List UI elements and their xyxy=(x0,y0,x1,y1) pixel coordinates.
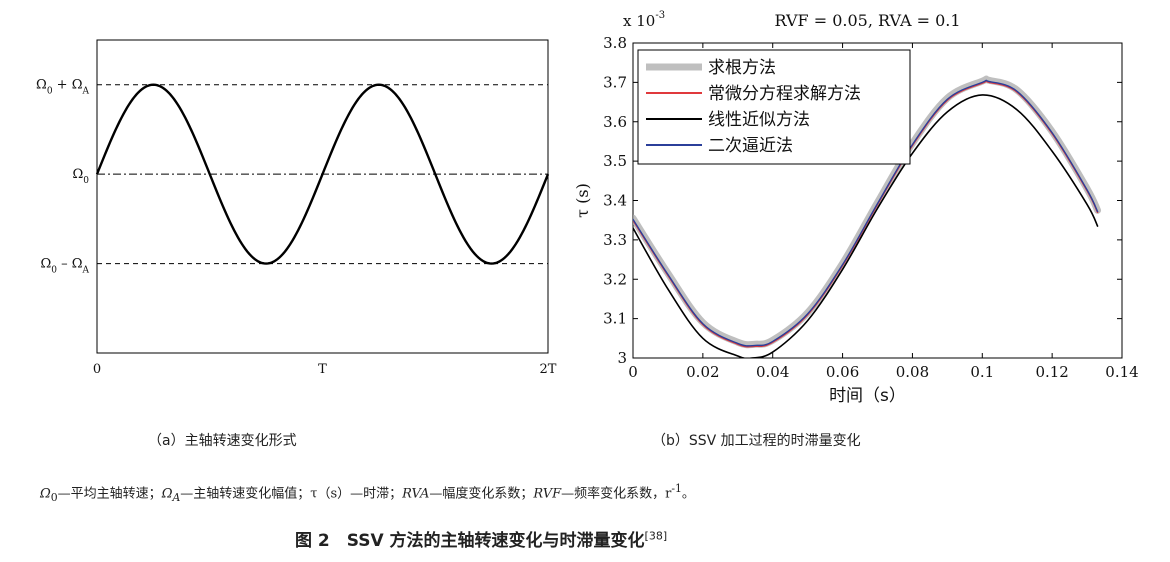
chart-b-legend-label: 求根方法 xyxy=(708,58,776,78)
chart-b-title: RVF = 0.05, RVA = 0.1 xyxy=(774,11,960,30)
chart-b-legend-label: 线性近似方法 xyxy=(708,110,810,130)
symbol-legend: Ω0—平均主轴转速；ΩA—主轴转速变化幅值；τ（s）—时滞；RVA—幅度变化系数… xyxy=(40,482,695,504)
caption-b: （b）SSV 加工过程的时滞量变化 xyxy=(652,433,861,449)
chart-b-x-label: 时间（s） xyxy=(829,386,906,406)
chart-b-series-linear xyxy=(633,94,1099,358)
chart-b-y-tick-label: 3.6 xyxy=(603,113,627,131)
chart-b-series-quadratic xyxy=(633,79,1099,347)
chart-b-y-tick-label: 3.5 xyxy=(603,152,627,170)
chart-b-y-tick-label: 3.4 xyxy=(603,192,627,210)
chart-b-y-tick-label: 3.3 xyxy=(603,231,627,249)
chart-b-legend-label: 二次逼近法 xyxy=(708,136,793,156)
chart-b-y-label: τ (s) xyxy=(573,183,592,218)
chart-a-y-tick-label: Ω0 – ΩA xyxy=(40,257,89,276)
chart-a-x-tick-label: T xyxy=(318,362,327,377)
chart-a-frame xyxy=(96,39,549,354)
chart-b-x-tick-label: 0.1 xyxy=(970,363,994,381)
chart-b-y-tick-label: 3.2 xyxy=(603,270,627,288)
chart-b-x-tick-label: 0.02 xyxy=(686,363,719,381)
chart-b-x-tick-label: 0.08 xyxy=(896,363,929,381)
chart-b-x-tick-label: 0.06 xyxy=(826,363,859,381)
chart-a-speed-curve xyxy=(95,83,550,265)
chart-b-x-tick-label: 0.04 xyxy=(756,363,789,381)
chart-a-y-tick-label: Ω0 xyxy=(72,167,89,186)
chart-b-legend-label: 常微分方程求解方法 xyxy=(708,84,861,104)
chart-b-x-tick-label: 0.14 xyxy=(1105,363,1138,381)
figure-title: 图 2 SSV 方法的主轴转速变化与时滞量变化[38] xyxy=(295,526,667,551)
chart-b-y-tick-label: 3.7 xyxy=(603,73,627,91)
chart-a-x-tick-label: 2T xyxy=(540,362,557,377)
chart-b-plot-area xyxy=(633,75,1102,358)
chart-b-y-multiplier: x 10-3 xyxy=(623,10,665,30)
figure-ref: [38] xyxy=(644,529,668,543)
chart-b-y-tick-label: 3 xyxy=(617,349,627,367)
figure-title-text: 图 2 SSV 方法的主轴转速变化与时滞量变化 xyxy=(295,531,645,551)
caption-a: （a）主轴转速变化形式 xyxy=(148,433,297,449)
chart-a-y-tick-label: Ω0 + ΩA xyxy=(36,78,89,97)
chart-a-x-tick-label: 0 xyxy=(93,362,101,377)
chart-b-x-tick-label: 0.12 xyxy=(1035,363,1068,381)
chart-b-y-tick-label: 3.8 xyxy=(603,34,627,52)
chart-b-y-tick-label: 3.1 xyxy=(603,310,627,328)
chart-b-x-tick-label: 0 xyxy=(628,363,638,381)
